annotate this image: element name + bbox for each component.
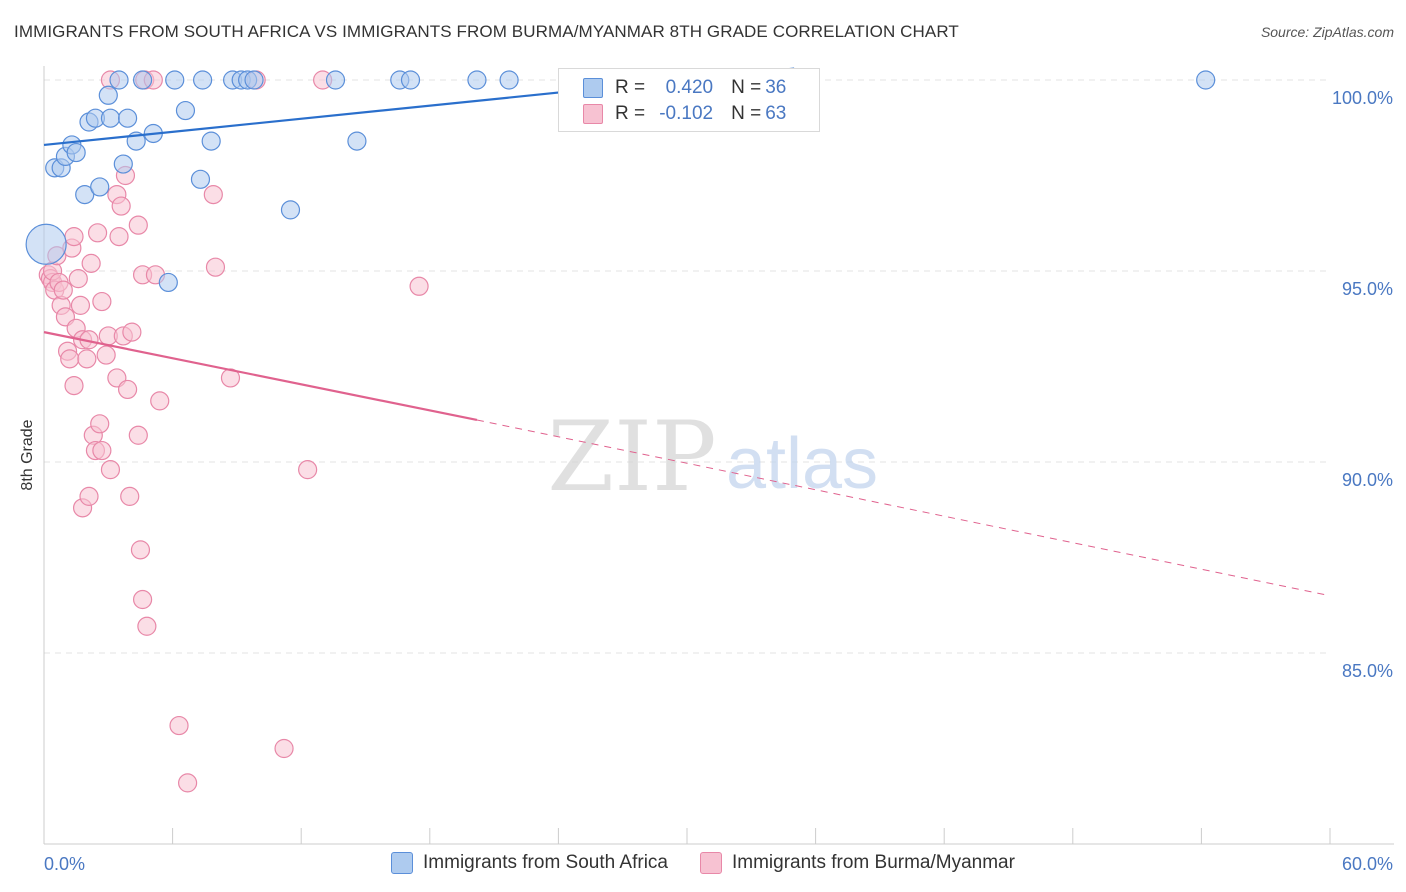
x-tick-label: 0.0% <box>44 854 85 874</box>
data-point-south-africa <box>25 223 67 265</box>
data-point-burma-myanmar <box>92 440 112 461</box>
legend-r-value: -0.102 <box>659 103 714 124</box>
legend-r-label: R = <box>615 77 646 98</box>
legend-row-south-africa: R = 0.420 N = 36 <box>583 76 790 100</box>
data-point-south-africa <box>244 70 264 90</box>
y-tick-label: 95.0% <box>1342 279 1393 299</box>
legend-row-burma-myanmar: R = -0.102 N = 63 <box>583 102 790 126</box>
gridlines <box>44 79 1330 654</box>
data-point-south-africa <box>158 272 178 293</box>
data-point-south-africa <box>325 70 346 90</box>
legend-swatch-pink <box>583 104 603 124</box>
data-point-burma-myanmar <box>409 276 429 296</box>
y-tick-label: 100.0% <box>1332 88 1393 108</box>
watermark: ZIP atlas <box>547 401 878 513</box>
watermark-atlas: atlas <box>726 424 878 504</box>
data-point-burma-myanmar <box>109 227 129 247</box>
data-point-burma-myanmar <box>137 616 157 636</box>
legend-label-burma-myanmar: Immigrants from Burma/Myanmar <box>732 852 1015 873</box>
data-point-south-africa <box>66 142 86 163</box>
data-point-south-africa <box>90 177 110 197</box>
tick-labels: 100.0% 95.0% 90.0% 85.0% 0.0% 60.0% <box>44 88 1393 874</box>
data-point-south-africa <box>280 200 301 220</box>
legend-item-south-africa: Immigrants from South Africa <box>391 852 668 874</box>
data-point-burma-myanmar <box>68 269 88 289</box>
trend-line-extension-pink <box>476 419 1331 597</box>
legend-swatch-blue <box>583 78 603 98</box>
series-legend: Immigrants from South Africa Immigrants … <box>0 852 1406 874</box>
data-point-south-africa <box>467 70 487 90</box>
y-tick-label: 90.0% <box>1342 470 1393 490</box>
chart-title: IMMIGRANTS FROM SOUTH AFRICA VS IMMIGRAN… <box>14 22 959 41</box>
trend-line-pink <box>43 331 478 422</box>
data-point-burma-myanmar <box>77 349 97 369</box>
data-point-south-africa <box>75 185 95 205</box>
series-south-africa <box>25 70 1216 293</box>
data-point-south-africa <box>113 154 133 174</box>
axes <box>43 66 1394 845</box>
data-point-south-africa <box>117 108 138 128</box>
legend-n-value: 36 <box>765 77 787 98</box>
data-point-south-africa <box>193 70 213 90</box>
data-point-south-africa <box>165 70 185 90</box>
data-point-burma-myanmar <box>150 391 170 411</box>
data-point-south-africa <box>98 85 118 105</box>
data-point-burma-myanmar <box>53 280 73 300</box>
data-point-burma-myanmar <box>274 738 294 759</box>
data-point-south-africa <box>190 169 211 189</box>
legend-n-label: N = <box>731 77 762 98</box>
data-point-burma-myanmar <box>81 253 101 273</box>
data-point-south-africa <box>1196 70 1216 90</box>
data-point-burma-myanmar <box>92 291 112 312</box>
data-point-burma-myanmar <box>205 257 226 277</box>
legend-swatch-pink <box>700 852 722 874</box>
y-tick-label: 85.0% <box>1342 661 1393 681</box>
trend-lines <box>43 67 1331 597</box>
data-point-burma-myanmar <box>128 215 148 235</box>
data-point-burma-myanmar <box>90 414 110 434</box>
watermark-zip: ZIP <box>547 401 716 513</box>
data-point-burma-myanmar <box>79 486 99 506</box>
data-point-burma-myanmar <box>87 223 108 243</box>
data-point-south-africa <box>109 70 129 90</box>
data-point-burma-myanmar <box>111 196 131 216</box>
data-point-burma-myanmar <box>96 345 116 365</box>
data-point-burma-myanmar <box>70 295 91 315</box>
data-point-burma-myanmar <box>60 349 80 369</box>
legend-r-label: R = <box>615 103 646 124</box>
legend-swatch-blue <box>391 852 414 874</box>
data-point-south-africa <box>132 70 153 90</box>
data-point-burma-myanmar <box>120 486 140 506</box>
data-point-burma-myanmar <box>128 425 148 445</box>
data-point-south-africa <box>400 70 421 90</box>
data-point-south-africa <box>175 100 196 121</box>
data-point-burma-myanmar <box>122 322 142 342</box>
data-point-burma-myanmar <box>100 460 121 480</box>
data-point-south-africa <box>100 108 121 128</box>
data-point-burma-myanmar <box>298 460 318 480</box>
data-point-south-africa <box>499 70 519 90</box>
data-point-burma-myanmar <box>169 715 189 736</box>
source-label: Source: ZipAtlas.com <box>1260 24 1394 40</box>
legend-label-south-africa: Immigrants from South Africa <box>423 852 668 873</box>
data-point-burma-myanmar <box>132 589 153 610</box>
legend-n-value: 63 <box>765 103 787 124</box>
data-point-burma-myanmar <box>64 227 84 247</box>
data-point-burma-myanmar <box>203 185 223 205</box>
legend-n-label: N = <box>731 103 762 124</box>
data-point-burma-myanmar <box>117 379 138 400</box>
data-point-burma-myanmar <box>130 540 151 560</box>
data-point-south-africa <box>347 131 367 151</box>
x-tick-label: 60.0% <box>1342 854 1393 874</box>
correlation-legend: R = 0.420 N = 36 R = -0.102 N = 63 <box>558 68 820 132</box>
legend-item-burma-myanmar: Immigrants from Burma/Myanmar <box>700 852 1015 874</box>
data-point-burma-myanmar <box>178 773 198 793</box>
legend-r-value: 0.420 <box>665 77 714 98</box>
data-point-burma-myanmar <box>64 376 84 396</box>
data-point-south-africa <box>201 131 221 151</box>
